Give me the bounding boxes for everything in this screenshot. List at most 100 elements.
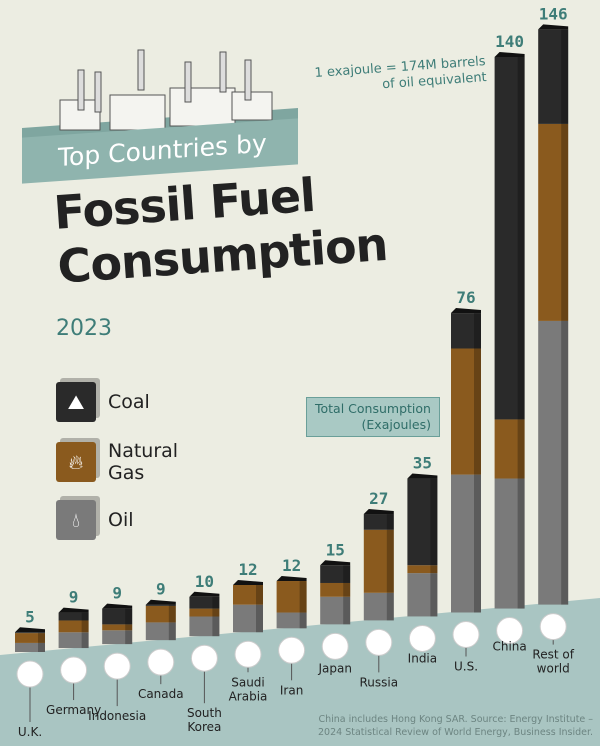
bar-segment-oil: [145, 622, 176, 641]
bar-side-shade: [81, 620, 89, 633]
bar-segment-natural-gas: [145, 605, 176, 623]
bar-segment-natural-gas: [494, 419, 525, 479]
bar-segment-coal: [494, 56, 525, 420]
flag-icon: [16, 660, 44, 688]
bar-segment-coal: [15, 632, 45, 634]
bar-side-shade: [256, 584, 263, 605]
source-line: 2024 Statistical Review of World Energy,…: [318, 727, 594, 738]
flag-icon: [60, 656, 88, 684]
bar-segment-natural-gas: [538, 123, 569, 321]
oil-drop-icon: 💧︎: [56, 500, 96, 540]
bar-segment-oil: [58, 632, 89, 649]
country-label: Iran: [280, 683, 303, 697]
ground-band: [0, 598, 600, 746]
bar-side-shade: [168, 605, 176, 623]
bar-top: [451, 308, 481, 314]
bar-side-shade: [430, 478, 438, 566]
bar-segment-natural-gas: [320, 582, 351, 597]
bar-side-shade: [474, 348, 481, 475]
flag-icon: [496, 617, 524, 645]
value-label: 5: [25, 607, 35, 626]
country-label: Rest of world: [532, 648, 574, 676]
bar-top: [538, 24, 569, 30]
bar-top: [102, 603, 133, 609]
flag-icon: [234, 640, 262, 668]
value-label: 35: [413, 454, 432, 473]
bar-segment-natural-gas: [233, 584, 263, 605]
bar-side-shade: [474, 313, 481, 349]
bar-segment-oil: [451, 474, 481, 613]
factory-building: [109, 94, 166, 131]
bar-top: [407, 473, 438, 479]
bar-side-shade: [386, 529, 394, 593]
country-label: China: [492, 640, 526, 654]
country-label: South Korea: [187, 706, 222, 734]
bar-segment-natural-gas: [363, 529, 394, 593]
flame-icon: 🔥︎: [56, 442, 96, 482]
bar-side-shade: [343, 596, 351, 625]
country-label: India: [408, 651, 437, 665]
bar-side-shade: [517, 478, 525, 609]
legend-coal: ⛰ Coal: [56, 382, 150, 422]
callout-line: Total Consumption: [315, 401, 431, 416]
bar-side-shade: [430, 573, 438, 617]
bar-side-shade: [474, 474, 481, 613]
bar-segment-oil: [407, 573, 438, 617]
flag-icon: [103, 652, 131, 680]
chimney: [184, 61, 192, 103]
bar-segment-coal: [538, 29, 569, 124]
bar-top: [320, 560, 351, 566]
bar-side-shade: [299, 581, 307, 613]
coal-rock-icon: ⛰: [56, 382, 96, 422]
legend-label: Coal: [108, 391, 150, 413]
bar-segment-natural-gas: [189, 608, 220, 617]
bar-top: [189, 591, 220, 597]
chimney: [94, 71, 102, 113]
bar-side-shade: [343, 565, 351, 583]
bar-segment-oil: [233, 604, 263, 633]
callout-line: (Exajoules): [361, 417, 431, 432]
bar-segment-natural-gas: [15, 633, 45, 643]
bar-segment-oil: [363, 592, 394, 621]
legend-gas: 🔥︎ Natural Gas: [56, 440, 188, 484]
bar-segment-coal: [451, 313, 481, 349]
bar-side-shade: [168, 622, 176, 641]
bar-side-shade: [561, 29, 569, 124]
bar-segment-coal: [58, 612, 89, 621]
flag-icon: [147, 648, 175, 676]
flag-icon: [321, 632, 349, 660]
bar-segment-oil: [102, 630, 133, 645]
factory-building: [169, 87, 236, 127]
country-label: Indonesia: [88, 709, 146, 723]
bar-segment-oil: [15, 642, 45, 652]
bar-side-shade: [38, 633, 45, 643]
flag-icon: [452, 621, 480, 648]
value-label: 9: [69, 588, 79, 607]
bar-top: [363, 509, 394, 515]
bar-side-shade: [256, 604, 263, 633]
bar-side-shade: [561, 123, 569, 321]
legend-oil: 💧︎ Oil: [56, 500, 134, 540]
bar-segment-oil: [276, 612, 307, 629]
flag-icon: [365, 628, 393, 656]
factory-building: [231, 91, 273, 121]
total-callout: Total Consumption (Exajoules): [306, 397, 440, 437]
value-label: 10: [195, 572, 214, 591]
value-label: 27: [369, 489, 388, 508]
flag-icon: [278, 636, 306, 664]
year: 2023: [56, 316, 112, 341]
legend-label: Natural Gas: [108, 440, 179, 484]
bar-side-shade: [517, 419, 525, 479]
bar-top: [276, 576, 307, 582]
chimney: [219, 51, 227, 93]
flag-icon: [190, 644, 218, 672]
bar-side-shade: [212, 616, 220, 637]
bar-segment-coal: [145, 604, 176, 606]
bar-segment-natural-gas: [451, 348, 481, 475]
bar-side-shade: [125, 630, 133, 645]
bar-side-shade: [212, 596, 220, 609]
bar-side-shade: [125, 624, 133, 631]
source-line: China includes Hong Kong SAR. Source: En…: [318, 714, 594, 725]
value-label: 12: [282, 556, 301, 575]
bar-top: [494, 51, 525, 57]
